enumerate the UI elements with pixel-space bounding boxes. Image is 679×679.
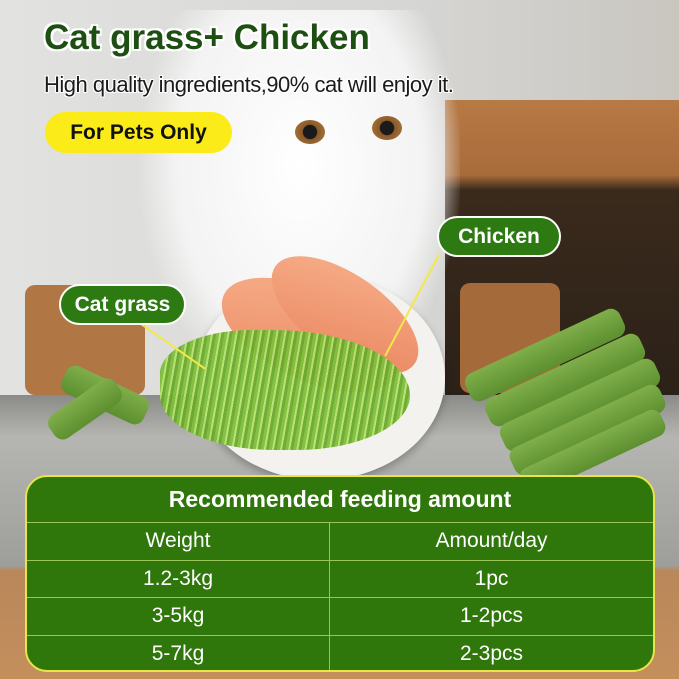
column-header: Amount/day	[435, 529, 548, 553]
cat-grass-image	[160, 330, 410, 450]
amount-cell: 1pc	[474, 566, 509, 590]
amount-cell: 1-2pcs	[459, 604, 524, 628]
cat-eye	[372, 116, 402, 140]
table-header-row: Weight Amount/day	[27, 522, 653, 560]
cat-grass-label: Cat grass	[59, 284, 186, 325]
cat-grass-sticks-pile-image	[440, 300, 670, 498]
weight-cell: 1.2-3kg	[27, 560, 330, 597]
subtitle: High quality ingredients,90% cat will en…	[44, 72, 454, 97]
table-row: 5-7kg 2-3pcs	[27, 634, 653, 670]
cat-eye	[295, 120, 325, 144]
table-row: 3-5kg 1-2pcs	[27, 597, 653, 635]
weight-cell: 5-7kg	[27, 635, 330, 670]
column-header: Weight	[27, 523, 330, 560]
weight-cell: 3-5kg	[27, 598, 330, 635]
page-title: Cat grass+ Chicken	[44, 18, 370, 57]
table-row: 1.2-3kg 1pc	[27, 559, 653, 597]
amount-cell: 2-3pcs	[459, 641, 524, 665]
chicken-label: Chicken	[437, 216, 561, 257]
feeding-table: Recommended feeding amount Weight Amount…	[25, 475, 655, 672]
feeding-table-title: Recommended feeding amount	[168, 486, 512, 512]
for-pets-only-badge: For Pets Only	[45, 112, 232, 153]
